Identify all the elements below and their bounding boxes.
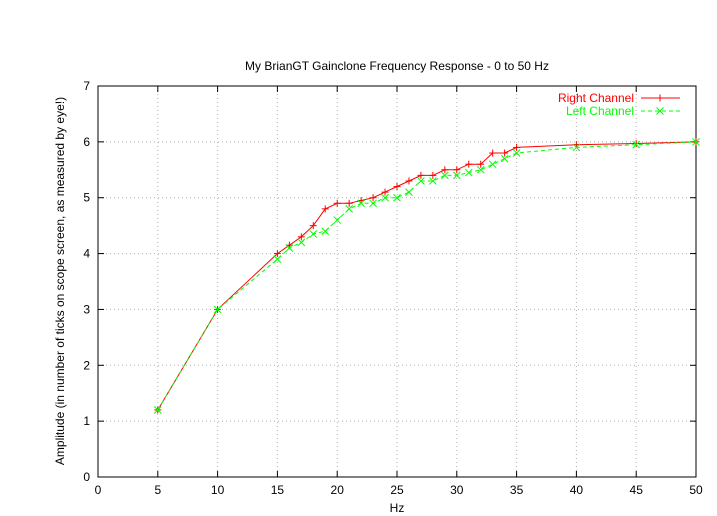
data-point	[500, 154, 509, 163]
data-point	[297, 233, 305, 241]
data-point	[465, 160, 473, 168]
data-point	[452, 171, 461, 180]
x-tick-label: 35	[510, 483, 524, 497]
x-tick-label: 45	[630, 483, 644, 497]
data-point	[441, 166, 449, 174]
y-tick-label: 4	[83, 247, 90, 261]
y-tick-label: 7	[83, 79, 90, 93]
data-point	[381, 193, 389, 202]
data-point	[440, 171, 449, 180]
grid-lines	[98, 86, 696, 477]
data-point	[381, 188, 389, 196]
legend-label: Right Channel	[558, 91, 634, 105]
x-tick-label: 40	[570, 483, 584, 497]
data-point	[405, 177, 413, 185]
data-point	[477, 160, 485, 168]
series-group	[153, 138, 700, 414]
y-axis: 0 1 2 3 4 5 6 7	[83, 79, 696, 484]
series-line	[157, 141, 697, 411]
series-right-channel	[154, 138, 700, 414]
data-point	[488, 160, 497, 169]
x-axis-label: Hz	[390, 501, 405, 515]
legend-label: Left Channel	[566, 104, 634, 118]
y-tick-label: 6	[83, 135, 90, 149]
data-point	[489, 149, 497, 157]
data-point	[405, 188, 413, 196]
data-point	[297, 238, 306, 247]
y-tick-label: 2	[83, 358, 90, 372]
x-axis: 0 5 10 15 20 25 30 35 40 45 50	[95, 86, 703, 497]
data-point	[572, 143, 581, 152]
data-point	[333, 199, 341, 207]
data-point	[632, 140, 640, 148]
data-point	[476, 165, 485, 174]
data-point	[309, 222, 317, 230]
series-line	[157, 141, 697, 411]
data-point	[692, 138, 700, 146]
x-tick-label: 0	[95, 483, 102, 497]
data-point	[273, 250, 281, 258]
x-tick-label: 5	[154, 483, 161, 497]
data-point	[513, 143, 521, 151]
chart-title: My BrianGT Gainclone Frequency Response …	[245, 59, 549, 73]
data-point	[357, 199, 365, 208]
data-point	[501, 149, 509, 157]
y-tick-label: 3	[83, 302, 90, 316]
y-tick-label: 1	[83, 414, 90, 428]
data-point	[213, 305, 222, 314]
data-point	[273, 255, 282, 264]
data-point	[464, 168, 473, 177]
data-point	[656, 94, 664, 102]
data-point	[429, 177, 437, 185]
data-point	[417, 171, 425, 179]
y-tick-label: 5	[83, 191, 90, 205]
x-tick-label: 10	[211, 483, 225, 497]
data-point	[309, 230, 318, 238]
data-point	[321, 205, 329, 213]
x-tick-label: 50	[689, 483, 703, 497]
x-tick-label: 25	[390, 483, 404, 497]
y-axis-label: Amplitude (in number of ticks on scope s…	[53, 97, 67, 465]
y-tick-label: 0	[83, 470, 90, 484]
data-point	[153, 406, 162, 414]
data-point	[453, 166, 461, 174]
data-point	[429, 171, 437, 179]
x-tick-label: 30	[450, 483, 464, 497]
data-point	[512, 149, 521, 157]
data-point	[345, 205, 354, 213]
data-point	[393, 183, 401, 191]
x-tick-label: 15	[271, 483, 285, 497]
data-point	[369, 199, 377, 208]
data-point	[285, 244, 294, 252]
data-point	[321, 227, 330, 236]
data-point	[656, 107, 664, 115]
data-point	[632, 140, 641, 149]
data-point	[345, 199, 353, 207]
data-point	[333, 216, 342, 224]
series-left-channel	[153, 138, 700, 414]
data-point	[393, 193, 401, 202]
data-point	[417, 177, 425, 185]
x-tick-label: 20	[331, 483, 345, 497]
data-point	[369, 194, 377, 202]
